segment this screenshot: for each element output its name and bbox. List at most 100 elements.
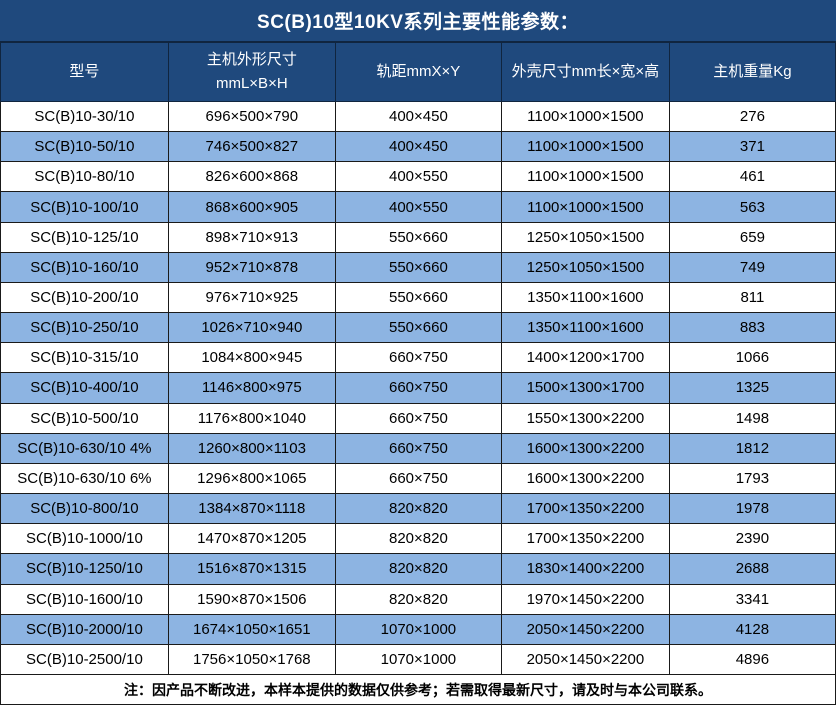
table-cell: 1350×1100×1600 xyxy=(500,281,670,314)
table-cell: 1100×1000×1500 xyxy=(500,161,670,193)
table-cell: SC(B)10-630/10 6% xyxy=(0,462,169,495)
table-row: SC(B)10-160/10 952×710×878 550×660 1250×105… xyxy=(0,251,836,283)
table-row: SC(B)10-315/10 1084×800×945 660×750 1400×12… xyxy=(0,342,836,374)
table-row: SC(B)10-200/10 976×710×925 550×660 1350×110… xyxy=(0,281,836,314)
table-cell: 400×550 xyxy=(334,191,502,223)
table-cell: 883 xyxy=(668,312,836,344)
table-cell: 746×500×827 xyxy=(167,131,336,163)
table-cell: 1350×1100×1600 xyxy=(500,312,670,344)
table-cell: SC(B)10-200/10 xyxy=(0,281,169,314)
table-cell: SC(B)10-315/10 xyxy=(0,342,169,374)
table-cell: 4128 xyxy=(668,613,836,645)
table-cell: SC(B)10-1000/10 xyxy=(0,523,169,555)
table-cell: 820×820 xyxy=(334,583,502,615)
table-cell: SC(B)10-250/10 xyxy=(0,312,169,344)
column-header: 轨距mmX×Y xyxy=(334,42,502,102)
table-cell: 1674×1050×1651 xyxy=(167,613,336,645)
table-cell: 1250×1050×1500 xyxy=(500,251,670,283)
table-cell: 2390 xyxy=(668,523,836,555)
table-cell: 1793 xyxy=(668,462,836,495)
table-cell: 1550×1300×2200 xyxy=(500,402,670,434)
table-cell: 550×660 xyxy=(334,221,502,253)
table-cell: 1384×870×1118 xyxy=(167,493,336,525)
table-row: SC(B)10-1250/10 1516×870×1315 820×820 1830×… xyxy=(0,553,836,585)
table-cell: 749 xyxy=(668,251,836,283)
table-cell: SC(B)10-800/10 xyxy=(0,493,169,525)
table-cell: SC(B)10-630/10 4% xyxy=(0,432,169,464)
table-row: SC(B)10-400/10 1146×800×975 660×750 1500×13… xyxy=(0,372,836,404)
table-cell: 1600×1300×2200 xyxy=(500,462,670,495)
table-row: SC(B)10-2000/10 1674×1050×1651 1070×1000 20… xyxy=(0,613,836,645)
table-row: SC(B)10-800/10 1384×870×1118 820×820 1700×1… xyxy=(0,493,836,525)
table-cell: 976×710×925 xyxy=(167,281,336,314)
table-cell: 1084×800×945 xyxy=(167,342,336,374)
table-row: SC(B)10-1600/10 1590×870×1506 820×820 1970×… xyxy=(0,583,836,615)
table-cell: 820×820 xyxy=(334,523,502,555)
table-cell: 820×820 xyxy=(334,493,502,525)
table-cell: 811 xyxy=(668,281,836,314)
table-row: SC(B)10-30/10 696×500×790 400×450 1100×1000… xyxy=(0,100,836,133)
table-cell: 1700×1350×2200 xyxy=(500,493,670,525)
table-cell: 3341 xyxy=(668,583,836,615)
table-row: SC(B)10-250/10 1026×710×940 550×660 1350×11… xyxy=(0,312,836,344)
page-title: SC(B)10型10KV系列主要性能参数： xyxy=(0,0,836,42)
table-cell: 1066 xyxy=(668,342,836,374)
table-cell: 1978 xyxy=(668,493,836,525)
table-cell: 1812 xyxy=(668,432,836,464)
table-cell: 400×450 xyxy=(334,131,502,163)
table-cell: 550×660 xyxy=(334,312,502,344)
table-cell: 1100×1000×1500 xyxy=(500,191,670,223)
table-cell: 898×710×913 xyxy=(167,221,336,253)
table-body: SC(B)10-30/10 696×500×790 400×450 1100×1000… xyxy=(0,100,836,676)
table-cell: 868×600×905 xyxy=(167,191,336,223)
table-cell: 1100×1000×1500 xyxy=(500,131,670,163)
table-cell: 826×600×868 xyxy=(167,161,336,193)
table-cell: 550×660 xyxy=(334,281,502,314)
table-cell: 400×550 xyxy=(334,161,502,193)
table-row: SC(B)10-630/10 4% 1260×800×1103 660×750 160… xyxy=(0,432,836,464)
table-cell: 563 xyxy=(668,191,836,223)
table-cell: 1070×1000 xyxy=(334,643,502,676)
table-cell: 820×820 xyxy=(334,553,502,585)
column-header: 型号 xyxy=(0,42,169,102)
table-cell: 1516×870×1315 xyxy=(167,553,336,585)
table-row: SC(B)10-2500/10 1756×1050×1768 1070×1000 20… xyxy=(0,643,836,676)
table-row: SC(B)10-125/10 898×710×913 550×660 1250×105… xyxy=(0,221,836,253)
table-cell: SC(B)10-2500/10 xyxy=(0,643,169,676)
table-cell: 1470×870×1205 xyxy=(167,523,336,555)
table-cell: 1500×1300×1700 xyxy=(500,372,670,404)
table-cell: SC(B)10-2000/10 xyxy=(0,613,169,645)
table-cell: 696×500×790 xyxy=(167,100,336,133)
table-header-row: 型号 主机外形尺寸 mmL×B×H 轨距mmX×Y 外壳尺寸mm长×宽×高 主机重量Kg xyxy=(0,42,836,102)
table-cell: 1070×1000 xyxy=(334,613,502,645)
table-row: SC(B)10-630/10 6% 1296×800×1065 660×750 160… xyxy=(0,462,836,495)
table-cell: 1590×870×1506 xyxy=(167,583,336,615)
table-cell: SC(B)10-125/10 xyxy=(0,221,169,253)
table-cell: 952×710×878 xyxy=(167,251,336,283)
table-cell: 371 xyxy=(668,131,836,163)
table-cell: SC(B)10-80/10 xyxy=(0,161,169,193)
table-row: SC(B)10-50/10 746×500×827 400×450 1100×1000… xyxy=(0,131,836,163)
table-cell: 1296×800×1065 xyxy=(167,462,336,495)
table-cell: 660×750 xyxy=(334,462,502,495)
footer-note: 注：因产品不断改进，本样本提供的数据仅供参考；若需取得最新尺寸，请及时与本公司联… xyxy=(0,675,836,705)
table-cell: 660×750 xyxy=(334,342,502,374)
table-cell: 1260×800×1103 xyxy=(167,432,336,464)
table-cell: SC(B)10-30/10 xyxy=(0,100,169,133)
table-cell: 1830×1400×2200 xyxy=(500,553,670,585)
spec-table: 型号 主机外形尺寸 mmL×B×H 轨距mmX×Y 外壳尺寸mm长×宽×高 主机重量Kg… xyxy=(0,42,836,676)
table-row: SC(B)10-1000/10 1470×870×1205 820×820 1700×… xyxy=(0,523,836,555)
table-cell: SC(B)10-100/10 xyxy=(0,191,169,223)
table-cell: 1100×1000×1500 xyxy=(500,100,670,133)
table-cell: 1146×800×975 xyxy=(167,372,336,404)
table-cell: 1600×1300×2200 xyxy=(500,432,670,464)
table-header: 型号 主机外形尺寸 mmL×B×H 轨距mmX×Y 外壳尺寸mm长×宽×高 主机重量Kg xyxy=(0,42,836,102)
table-cell: 550×660 xyxy=(334,251,502,283)
table-cell: SC(B)10-500/10 xyxy=(0,402,169,434)
column-header: 外壳尺寸mm长×宽×高 xyxy=(500,42,670,102)
table-cell: 660×750 xyxy=(334,432,502,464)
table-cell: 2050×1450×2200 xyxy=(500,643,670,676)
table-cell: 2050×1450×2200 xyxy=(500,613,670,645)
table-cell: SC(B)10-1600/10 xyxy=(0,583,169,615)
